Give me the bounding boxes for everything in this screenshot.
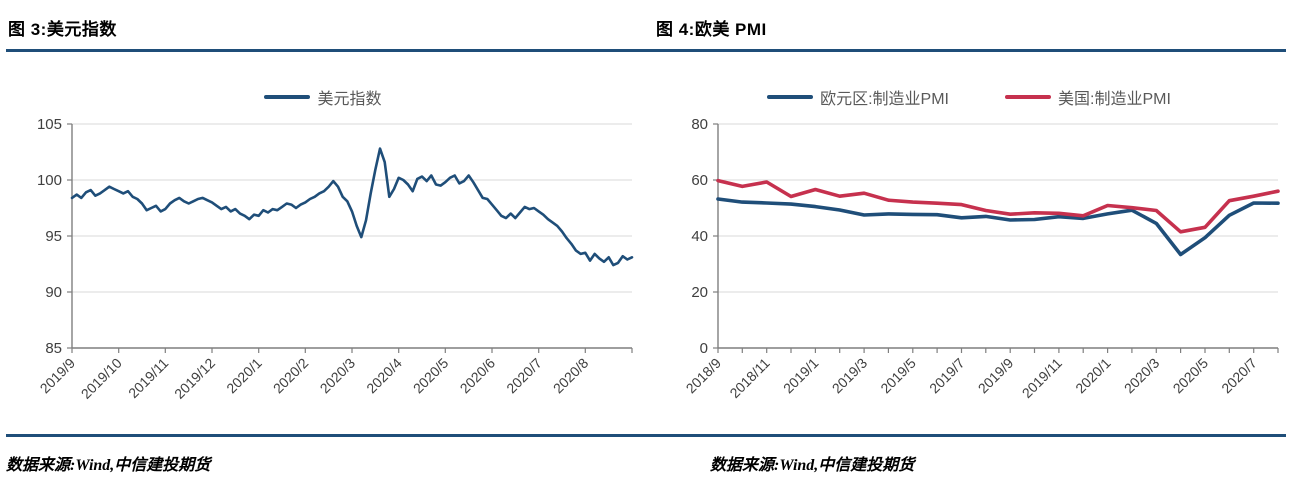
x-tick-label: 2020/4 [363,355,405,397]
x-tick-label: 2019/1 [780,355,822,397]
pmi-chart: 0 20 40 60 80 2018/9 2018/11 2019/1 2019/3 2019/5… [683,116,1280,402]
x-tick-label: 2019/3 [829,355,871,397]
series-line [716,197,1280,257]
figure-titles-row: 图 3:美元指数 图 4:欧美 PMI [0,0,1292,49]
charts-row: 美元指数 85 90 95 100 105 2019/9 2019/10 2019/11 201… [0,52,1292,434]
y-tick-label: 80 [691,116,708,133]
x-tick-label: 2019/10 [78,355,125,402]
x-tick-label: 2019/9 [37,355,79,397]
y-tick-label: 85 [45,340,62,357]
y-tick-label: 60 [691,172,708,189]
us-pmi-legend-label: 美国:制造业PMI [1058,91,1171,108]
x-tick-label: 2020/6 [457,355,499,397]
x-tick-label: 2018/11 [726,355,773,402]
y-tick-label: 105 [37,116,62,133]
usd-index-legend: 美元指数 [0,82,646,112]
x-tick-label: 2019/12 [171,355,218,402]
usd-index-figure: 美元指数 85 90 95 100 105 2019/9 2019/10 2019/11 201… [0,82,646,434]
y-tick-label: 20 [691,284,708,301]
x-tick-label: 2019/5 [877,355,919,397]
sources-row: 数据来源:Wind,中信建投期货 数据来源:Wind,中信建投期货 [0,445,1292,475]
x-tick-label: 2018/9 [683,355,725,397]
y-tick-label: 90 [45,284,62,301]
x-tick-label: 2019/7 [926,355,968,397]
top-divider-rule [6,49,1286,52]
x-tick-label: 2019/11 [1019,355,1066,402]
figure3-title: 图 3:美元指数 [8,20,117,39]
x-tick-label: 2020/5 [410,355,452,397]
x-tick-label: 2020/8 [550,355,592,397]
x-tick-label: 2020/7 [1218,355,1260,397]
y-tick-label: 40 [691,228,708,245]
y-tick-label: 95 [45,228,62,245]
y-tick-label: 100 [37,172,62,189]
usd-index-legend-swatch [264,95,311,99]
x-tick-label: 2020/3 [317,355,359,397]
eurozone-pmi-legend-label: 欧元区:制造业PMI [820,91,949,108]
x-tick-label: 2020/3 [1121,355,1163,397]
pmi-legend: 欧元区:制造业PMI 美国:制造业PMI [646,82,1292,112]
x-tick-label: 2019/11 [125,355,172,402]
x-tick-label: 2019/9 [975,355,1017,397]
x-tick-label: 2020/1 [1072,355,1114,397]
eurozone-pmi-legend-swatch [767,95,814,99]
series-line [716,178,1280,234]
x-tick-label: 2020/7 [503,355,545,397]
y-tick-label: 0 [700,340,708,357]
pmi-figure: 欧元区:制造业PMI 美国:制造业PMI 0 20 40 60 80 2018/9 2018… [646,82,1292,434]
x-tick-label: 2020/2 [270,355,312,397]
us-pmi-legend-swatch [1005,95,1051,99]
usd-index-legend-label: 美元指数 [317,91,382,108]
legend-item-usd-index: 美元指数 [264,85,382,109]
series-line [70,147,634,267]
source-note-right: 数据来源:Wind,中信建投期货 [710,457,915,474]
legend-item-eurozone-pmi: 欧元区:制造业PMI [767,85,949,109]
x-tick-label: 2020/1 [223,355,265,397]
x-tick-label: 2020/5 [1170,355,1212,397]
legend-item-us-pmi: 美国:制造业PMI [1005,85,1171,109]
figure4-title: 图 4:欧美 PMI [656,20,767,39]
source-note-left: 数据来源:Wind,中信建投期货 [6,457,211,474]
bottom-divider-rule [6,434,1286,437]
